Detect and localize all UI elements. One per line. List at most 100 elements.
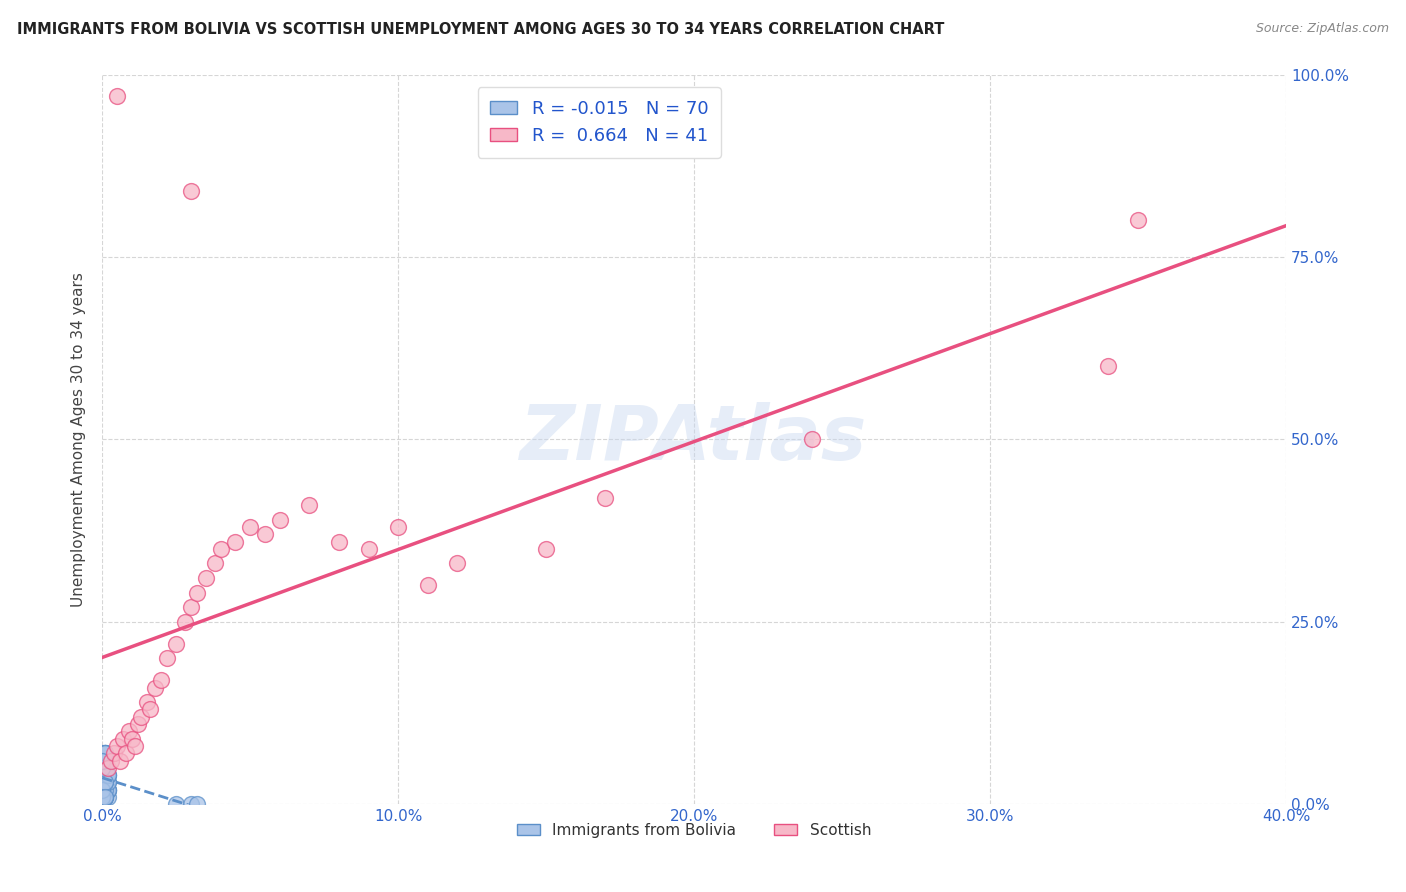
Point xyxy=(91,782,114,797)
Point xyxy=(156,651,179,665)
Point xyxy=(180,600,202,615)
Point xyxy=(224,534,246,549)
Point xyxy=(94,790,117,805)
Point xyxy=(94,754,117,768)
Point xyxy=(127,717,149,731)
Point xyxy=(91,775,114,789)
Point xyxy=(91,768,114,782)
Text: ZIPAtlas: ZIPAtlas xyxy=(520,402,868,476)
Point xyxy=(100,754,122,768)
Point xyxy=(97,768,120,782)
Text: Source: ZipAtlas.com: Source: ZipAtlas.com xyxy=(1256,22,1389,36)
Point xyxy=(94,790,117,805)
Point xyxy=(204,557,226,571)
Point xyxy=(534,541,557,556)
Point xyxy=(94,790,117,805)
Point xyxy=(801,433,824,447)
Point xyxy=(194,571,217,585)
Point xyxy=(94,782,117,797)
Point xyxy=(94,746,117,760)
Point xyxy=(209,541,232,556)
Point xyxy=(180,184,202,198)
Point xyxy=(91,768,114,782)
Point xyxy=(91,754,114,768)
Point xyxy=(91,761,114,775)
Point xyxy=(357,541,380,556)
Point xyxy=(91,782,114,797)
Point xyxy=(97,761,120,775)
Point xyxy=(91,790,114,805)
Point xyxy=(108,754,131,768)
Point xyxy=(186,797,208,812)
Point xyxy=(91,790,114,805)
Point xyxy=(94,782,117,797)
Point xyxy=(94,775,117,789)
Point xyxy=(595,491,617,505)
Point xyxy=(129,710,152,724)
Point xyxy=(91,754,114,768)
Point xyxy=(94,790,117,805)
Point xyxy=(94,790,117,805)
Point xyxy=(97,782,120,797)
Point xyxy=(94,761,117,775)
Point xyxy=(94,775,117,789)
Point xyxy=(91,754,114,768)
Point xyxy=(91,768,114,782)
Point xyxy=(91,761,114,775)
Point xyxy=(269,513,291,527)
Point xyxy=(94,768,117,782)
Point xyxy=(124,739,146,753)
Point xyxy=(253,527,276,541)
Point xyxy=(91,790,114,805)
Point xyxy=(103,746,125,760)
Point xyxy=(387,520,409,534)
Point xyxy=(111,731,134,746)
Point xyxy=(91,754,114,768)
Point xyxy=(91,790,114,805)
Y-axis label: Unemployment Among Ages 30 to 34 years: Unemployment Among Ages 30 to 34 years xyxy=(72,272,86,607)
Point xyxy=(91,754,114,768)
Text: IMMIGRANTS FROM BOLIVIA VS SCOTTISH UNEMPLOYMENT AMONG AGES 30 TO 34 YEARS CORRE: IMMIGRANTS FROM BOLIVIA VS SCOTTISH UNEM… xyxy=(17,22,945,37)
Point xyxy=(91,790,114,805)
Point xyxy=(91,782,114,797)
Point xyxy=(91,768,114,782)
Point xyxy=(91,768,114,782)
Point xyxy=(97,768,120,782)
Point xyxy=(91,782,114,797)
Point xyxy=(239,520,262,534)
Point xyxy=(91,782,114,797)
Point xyxy=(1126,213,1149,227)
Legend: Immigrants from Bolivia, Scottish: Immigrants from Bolivia, Scottish xyxy=(510,817,877,844)
Point xyxy=(94,775,117,789)
Point xyxy=(94,746,117,760)
Point xyxy=(416,578,439,592)
Point xyxy=(91,761,114,775)
Point xyxy=(94,746,117,760)
Point xyxy=(94,790,117,805)
Point xyxy=(145,681,167,695)
Point xyxy=(91,761,114,775)
Point xyxy=(94,746,117,760)
Point xyxy=(298,498,321,512)
Point xyxy=(94,746,117,760)
Point xyxy=(115,746,138,760)
Point xyxy=(94,761,117,775)
Point xyxy=(91,775,114,789)
Point xyxy=(97,782,120,797)
Point xyxy=(97,775,120,789)
Point xyxy=(91,761,114,775)
Point xyxy=(91,746,114,760)
Point xyxy=(165,637,187,651)
Point xyxy=(121,731,143,746)
Point xyxy=(91,775,114,789)
Point xyxy=(328,534,350,549)
Point xyxy=(97,782,120,797)
Point xyxy=(91,761,114,775)
Point xyxy=(91,754,114,768)
Point xyxy=(180,797,202,812)
Point xyxy=(91,775,114,789)
Point xyxy=(446,557,468,571)
Point xyxy=(97,790,120,805)
Point xyxy=(105,89,128,103)
Point xyxy=(138,702,160,716)
